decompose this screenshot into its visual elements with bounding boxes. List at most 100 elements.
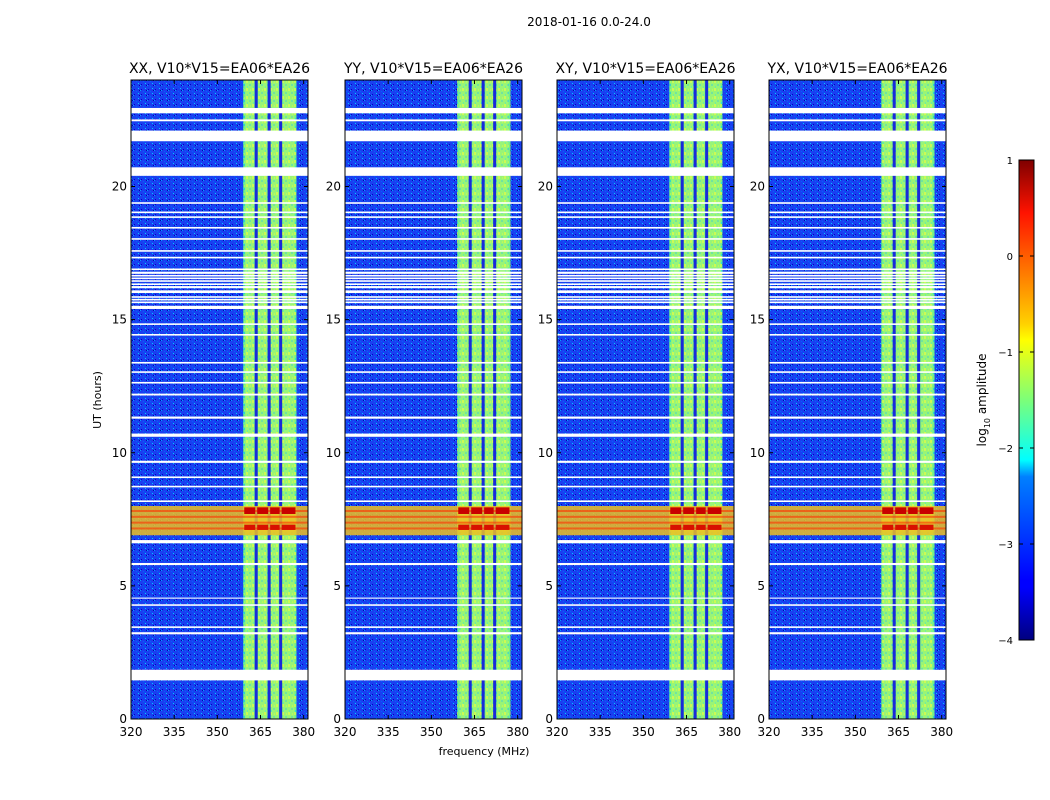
rfi-line: [557, 510, 734, 512]
signal-subband: [258, 80, 268, 719]
rfi-hotspot: [471, 507, 483, 514]
flagged-row: [131, 626, 308, 628]
flagged-row: [769, 107, 946, 114]
signal-subband: [896, 80, 906, 719]
flagged-row: [345, 211, 522, 214]
flagged-row: [557, 460, 734, 463]
axes-frame: [768, 79, 947, 720]
signal-subband: [708, 80, 721, 719]
flagged-row: [769, 286, 946, 289]
flagged-row: [345, 290, 522, 293]
flagged-row: [131, 371, 308, 373]
flagged-row: [769, 202, 946, 204]
flagged-row: [769, 271, 946, 274]
flagged-row: [769, 277, 946, 280]
flagged-row: [345, 167, 522, 176]
flagged-row: [769, 381, 946, 384]
flagged-row: [131, 381, 308, 384]
flagged-row: [131, 562, 308, 566]
flagged-row: [557, 250, 734, 252]
panel-2: YY, V10*V15=EA06*EA26 320 335 350 365 380 0 5 10…: [326, 61, 529, 739]
flagged-row: [769, 283, 946, 286]
rfi-line: [131, 527, 308, 530]
channel-gap: [892, 80, 896, 719]
flagged-row: [131, 280, 308, 282]
flagged-row: [769, 361, 946, 364]
flagged-row: [557, 277, 734, 280]
flagged-row: [131, 167, 308, 176]
rfi-hotspot: [281, 524, 296, 530]
x-tick-label: 335: [377, 725, 400, 739]
flagged-row: [769, 433, 946, 437]
flagged-row: [557, 433, 734, 437]
rfi-hotspot: [683, 524, 695, 530]
signal-subband: [496, 80, 509, 719]
rfi-line: [769, 510, 946, 512]
flagged-row: [557, 381, 734, 384]
flagged-row: [345, 597, 522, 599]
flagged-row: [345, 250, 522, 252]
channel-gap: [680, 80, 684, 719]
flagged-row: [131, 393, 308, 396]
flagged-row: [131, 256, 308, 259]
flagged-row: [557, 485, 734, 488]
rfi-hotspot: [707, 507, 722, 514]
channel-gap: [267, 80, 271, 719]
flagged-row: [769, 226, 946, 229]
flagged-row: [345, 632, 522, 635]
rfi-hotspot: [882, 507, 894, 514]
x-tick-label: 365: [887, 725, 910, 739]
flagged-row: [345, 107, 522, 114]
signal-subband: [472, 80, 482, 719]
flagged-row: [131, 604, 308, 606]
rfi-hotspot: [471, 524, 483, 530]
flagged-row: [769, 298, 946, 301]
flagged-row: [557, 393, 734, 396]
y-tick-label: 15: [750, 313, 765, 327]
channel-gap: [493, 80, 497, 719]
flagged-row: [557, 107, 734, 114]
flagged-row: [345, 361, 522, 364]
x-tick-label: 380: [506, 725, 529, 739]
y-tick-label: 0: [333, 712, 341, 726]
flagged-row: [769, 211, 946, 214]
signal-subband: [271, 80, 279, 719]
flagged-row: [131, 433, 308, 437]
flagged-row: [345, 323, 522, 325]
colorbar-tick-label: −4: [998, 636, 1013, 647]
y-tick-label: 20: [750, 180, 765, 194]
flagged-row: [131, 271, 308, 274]
y-tick-label: 5: [119, 579, 127, 593]
colorbar-tick-label: −3: [998, 540, 1013, 551]
signal-subband: [684, 80, 694, 719]
y-tick-label: 5: [333, 579, 341, 593]
flagged-row: [131, 274, 308, 277]
x-tick-label: 335: [589, 725, 612, 739]
flagged-row: [345, 286, 522, 289]
flagged-row: [557, 626, 734, 628]
rfi-hotspot: [257, 507, 269, 514]
colorbar: 1 0 −1 −2 −3 −4 log10 amplitude: [975, 156, 1035, 647]
y-tick-label: 10: [326, 446, 341, 460]
flagged-row: [769, 604, 946, 606]
rfi-hotspot: [257, 524, 269, 530]
rfi-line: [557, 527, 734, 530]
channel-gap: [693, 80, 697, 719]
flagged-row: [557, 211, 734, 214]
flagged-row: [345, 416, 522, 419]
panel-title: YY, V10*V15=EA06*EA26: [343, 61, 523, 77]
flagged-row: [131, 305, 308, 309]
flagged-row: [557, 301, 734, 304]
flagged-row: [131, 226, 308, 229]
flagged-row: [345, 301, 522, 304]
flagged-row: [769, 130, 946, 142]
flagged-row: [131, 632, 308, 635]
flagged-row: [345, 381, 522, 384]
rfi-hotspot: [270, 507, 280, 514]
flagged-row: [557, 271, 734, 274]
channel-gap: [705, 80, 709, 719]
flagged-row: [769, 393, 946, 396]
flagged-row: [557, 540, 734, 544]
flagged-row: [557, 119, 734, 122]
flagged-row: [769, 167, 946, 176]
